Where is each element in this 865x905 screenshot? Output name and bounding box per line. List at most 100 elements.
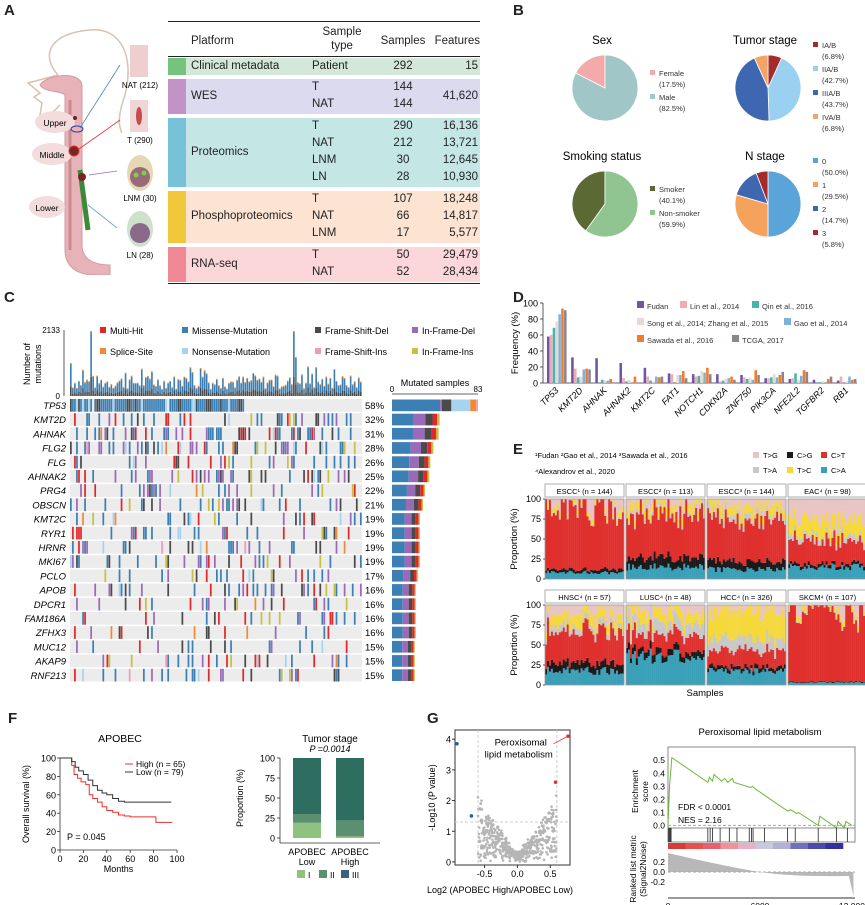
mutation-count-bar-segment bbox=[282, 393, 285, 396]
mutation-cell bbox=[82, 668, 84, 682]
spectrum-bar-segment bbox=[803, 499, 806, 512]
mutation-count-bar-cap bbox=[311, 373, 313, 375]
mutation-cell bbox=[317, 484, 320, 497]
mutation-cell bbox=[301, 583, 303, 597]
gene-point bbox=[550, 845, 553, 849]
mutation-count-bar-segment bbox=[70, 386, 72, 396]
spectrum-bar-segment bbox=[635, 658, 639, 665]
spectrum-bar-segment bbox=[578, 636, 581, 665]
legend-label: T>G bbox=[763, 451, 778, 460]
spectrum-bar-segment bbox=[734, 516, 737, 524]
mutation-count-bar bbox=[353, 382, 356, 392]
mutation-count-bar-segment bbox=[110, 392, 113, 396]
mutation-cell bbox=[86, 413, 88, 426]
spectrum-bar-segment bbox=[685, 658, 688, 685]
mutated-samples-bar-segment bbox=[423, 470, 428, 483]
mutation-count-bar bbox=[216, 379, 218, 392]
spectrum-bar-segment bbox=[592, 573, 595, 579]
mutation-cell bbox=[228, 455, 230, 469]
mutation-count-bar-cap bbox=[319, 384, 322, 386]
spectrum-bar-segment bbox=[712, 567, 716, 579]
platform-name: WES bbox=[191, 89, 218, 102]
mutation-cell bbox=[84, 470, 86, 483]
spectrum-bar-segment bbox=[620, 568, 623, 573]
spectrum-bar-segment bbox=[764, 613, 767, 643]
mutation-cell bbox=[325, 526, 328, 540]
spectrum-bar-segment bbox=[545, 605, 548, 626]
spectrum-bar-segment bbox=[760, 656, 763, 669]
spectrum-bar-segment bbox=[835, 550, 838, 568]
header-bottom-rule bbox=[168, 56, 480, 57]
mutation-count-bar-cap bbox=[333, 369, 336, 371]
mutation-count-bar bbox=[179, 380, 182, 392]
spectrum-bar-segment bbox=[805, 605, 808, 610]
mutation-cell bbox=[289, 668, 291, 682]
spectrum-bar-segment bbox=[795, 616, 799, 622]
spectrum-bar-segment bbox=[612, 572, 615, 579]
spectrum-bar-segment bbox=[855, 680, 858, 682]
mutation-count-bar bbox=[112, 388, 115, 394]
spectrum-bar-segment bbox=[847, 682, 850, 685]
spectrum-bar-segment bbox=[562, 502, 565, 569]
mutation-cell bbox=[313, 597, 316, 611]
spectrum-bar-segment bbox=[861, 682, 864, 684]
spectrum-bar-segment bbox=[722, 528, 725, 560]
spectrum-bar-segment bbox=[671, 634, 674, 650]
mutation-count-bar-segment bbox=[266, 392, 269, 396]
mutated-samples-bar-segment bbox=[414, 584, 416, 596]
mutated-samples-bar-segment bbox=[411, 655, 414, 667]
mutation-count-bar bbox=[153, 385, 155, 393]
mutation-cell bbox=[151, 498, 153, 512]
spectrum-bar-segment bbox=[562, 605, 565, 610]
spectrum-bar-segment bbox=[728, 509, 731, 517]
spectrum-bar-segment bbox=[772, 514, 775, 520]
spectrum-bar-segment bbox=[712, 648, 716, 667]
spectrum-bar-segment bbox=[626, 608, 629, 617]
spectrum-bar-segment bbox=[616, 499, 619, 519]
spectrum-bar-segment bbox=[687, 499, 690, 503]
spectrum-bar-segment bbox=[695, 652, 698, 660]
mutation-cell bbox=[98, 413, 101, 426]
spectrum-bar-segment bbox=[592, 674, 595, 685]
spectrum-bar-segment bbox=[594, 605, 597, 620]
spectrum-bar-segment bbox=[641, 502, 644, 512]
spectrum-bar-segment bbox=[596, 606, 599, 614]
gene-row-background bbox=[70, 583, 362, 597]
spectrum-bar-segment bbox=[837, 612, 840, 615]
spectrum-bar-segment bbox=[671, 505, 674, 512]
mutation-cell bbox=[74, 413, 76, 426]
legend-swatch bbox=[297, 870, 305, 878]
spectrum-bar-segment bbox=[570, 662, 573, 670]
mutation-cell bbox=[175, 427, 178, 441]
mutation-cell bbox=[193, 526, 196, 540]
mutation-cell bbox=[270, 569, 273, 583]
gene-point bbox=[480, 821, 484, 825]
spectrum-bar-segment bbox=[784, 559, 787, 570]
bar-notch1-4 bbox=[703, 372, 706, 383]
spectrum-bar-segment bbox=[811, 534, 814, 566]
spectrum-bar-segment bbox=[701, 499, 704, 504]
mutation-cell bbox=[345, 597, 348, 611]
spectrum-bar-segment bbox=[671, 655, 674, 685]
spectrum-bar-segment bbox=[718, 606, 722, 611]
mutation-cell bbox=[248, 569, 251, 583]
mutated-samples-bar-segment bbox=[411, 527, 416, 539]
x-tick-label: FAT1 bbox=[660, 385, 682, 407]
mutation-cell bbox=[228, 555, 230, 568]
spectrum-bar-segment bbox=[667, 551, 670, 564]
mutation-count-bar-segment bbox=[232, 391, 234, 396]
mutated-samples-bar-segment bbox=[402, 626, 409, 639]
mutation-count-bar-cap bbox=[124, 372, 127, 374]
spectrum-bar-segment bbox=[608, 617, 611, 623]
bar-ahnak-3 bbox=[603, 380, 607, 383]
spectrum-bar-segment bbox=[815, 515, 818, 532]
spectrum-bar-segment bbox=[819, 681, 822, 683]
spectrum-bar-segment bbox=[831, 563, 834, 579]
gene-label: FAM186A bbox=[24, 614, 66, 625]
spectrum-bar-segment bbox=[839, 506, 842, 530]
mutation-count-bar-cap bbox=[136, 382, 139, 384]
spectrum-bar-segment bbox=[641, 651, 644, 685]
spectrum-bar-segment bbox=[657, 505, 660, 509]
mutation-count-bar-segment bbox=[94, 393, 96, 396]
spectrum-bar-segment bbox=[667, 563, 670, 579]
